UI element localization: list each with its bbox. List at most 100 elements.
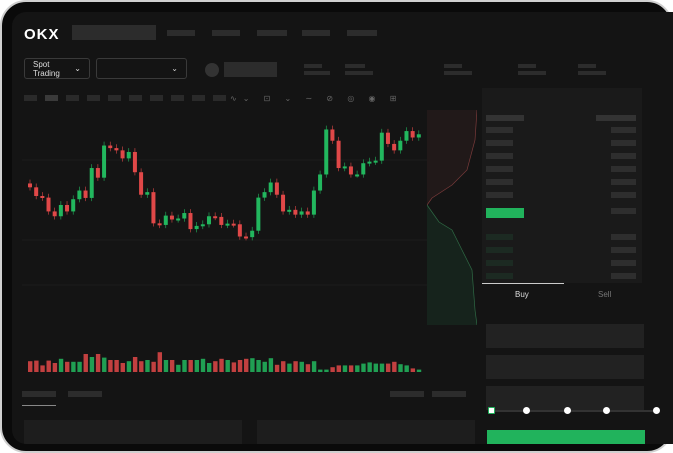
nav-item[interactable]	[302, 30, 330, 36]
timeframe-button[interactable]	[129, 95, 142, 101]
candle	[65, 205, 70, 212]
candle	[188, 213, 193, 230]
buy-button[interactable]	[487, 430, 645, 444]
volume-bar	[95, 354, 101, 372]
tab-open-orders[interactable]	[22, 391, 56, 397]
amount-slider[interactable]	[488, 407, 660, 414]
volume-bar	[287, 363, 292, 372]
candle	[126, 151, 131, 159]
candle	[28, 183, 32, 188]
volume-bar	[206, 363, 212, 372]
depth-chart	[427, 110, 477, 325]
volume-bar	[200, 358, 206, 372]
ask-size	[611, 153, 636, 159]
timeframe-button[interactable]	[171, 95, 184, 101]
ask-size	[611, 179, 636, 185]
candle	[244, 236, 249, 239]
ask-size	[611, 166, 636, 172]
nav-item[interactable]	[257, 30, 287, 36]
price-input[interactable]	[486, 324, 644, 348]
volume-bar	[120, 363, 125, 372]
candle	[305, 211, 310, 215]
volume-bar	[324, 369, 329, 372]
volume-bar	[219, 358, 224, 372]
candle	[311, 190, 316, 215]
drawing-tools-icons[interactable]: ∿⌄ ⊡ ⌄ ∼ ⊘ ◎ ◉ ⊞	[230, 94, 403, 103]
timeframe-button[interactable]	[66, 95, 79, 101]
volume-bar	[244, 358, 249, 372]
spread-size	[611, 208, 636, 214]
candle	[95, 168, 100, 178]
total-input[interactable]	[486, 386, 644, 410]
candle	[373, 160, 378, 163]
ask-price	[486, 127, 513, 133]
volume-bar	[139, 361, 144, 372]
okx-logo: OKX	[24, 26, 60, 43]
coin-icon	[205, 63, 219, 77]
volume-bar	[176, 364, 181, 372]
candle	[318, 174, 323, 191]
volume-bar	[65, 361, 70, 372]
candle	[34, 187, 39, 196]
volume-bar	[145, 360, 150, 372]
nav-item[interactable]	[347, 30, 377, 36]
timeframe-button[interactable]	[45, 95, 58, 101]
volume-bar	[392, 361, 397, 372]
nav-item[interactable]	[167, 30, 195, 36]
candle	[83, 190, 88, 198]
volume-bar	[281, 361, 286, 372]
amount-input[interactable]	[486, 355, 644, 379]
timeframe-button[interactable]	[87, 95, 100, 101]
bid-size	[611, 260, 636, 266]
volume-bar	[268, 358, 274, 372]
timeframe-button[interactable]	[213, 95, 226, 101]
volume-bar	[299, 361, 304, 372]
candle	[256, 197, 261, 231]
nav-item[interactable]	[212, 30, 240, 36]
volume-bar	[274, 364, 280, 372]
volume-bar	[348, 365, 354, 372]
volume-bar	[262, 361, 267, 372]
candle	[410, 131, 415, 138]
candle	[237, 224, 242, 237]
slider-handle[interactable]	[488, 407, 495, 414]
volume-bar	[416, 369, 422, 372]
market-type-select[interactable]: Spot Trading ⌄	[24, 58, 90, 79]
candle	[231, 223, 236, 226]
volume-bar	[182, 360, 187, 372]
timeframe-button[interactable]	[150, 95, 163, 101]
volume-bar	[373, 363, 379, 372]
ask-price	[486, 192, 513, 198]
ask-price	[486, 166, 513, 172]
timeframe-button[interactable]	[24, 95, 37, 101]
tab-order-history[interactable]	[68, 391, 102, 397]
candle	[151, 192, 156, 224]
volume-bar	[404, 365, 409, 372]
search-bar[interactable]	[72, 25, 156, 40]
candle	[108, 145, 113, 149]
tab-buy[interactable]: Buy	[515, 290, 529, 299]
order-book	[482, 88, 642, 283]
candle	[169, 215, 174, 220]
volume-bar	[126, 361, 132, 372]
bid-price	[486, 247, 513, 253]
volume-bar	[102, 357, 107, 372]
candle	[287, 209, 292, 212]
timeframe-button[interactable]	[192, 95, 205, 101]
volume-bar	[336, 365, 341, 372]
volume-bar	[231, 362, 237, 372]
pair-select[interactable]: ⌄	[96, 58, 187, 79]
ask-size	[611, 140, 636, 146]
tab-sell[interactable]: Sell	[598, 290, 612, 299]
volume-bar	[52, 363, 58, 372]
candlestick-chart[interactable]	[22, 110, 427, 372]
candle	[342, 166, 347, 169]
candle	[355, 174, 360, 177]
bid-price	[486, 273, 513, 279]
volume-bar	[71, 361, 76, 372]
volume-bar	[305, 364, 311, 372]
candle	[274, 182, 279, 195]
timeframe-button[interactable]	[108, 95, 121, 101]
ask-price	[486, 153, 513, 159]
